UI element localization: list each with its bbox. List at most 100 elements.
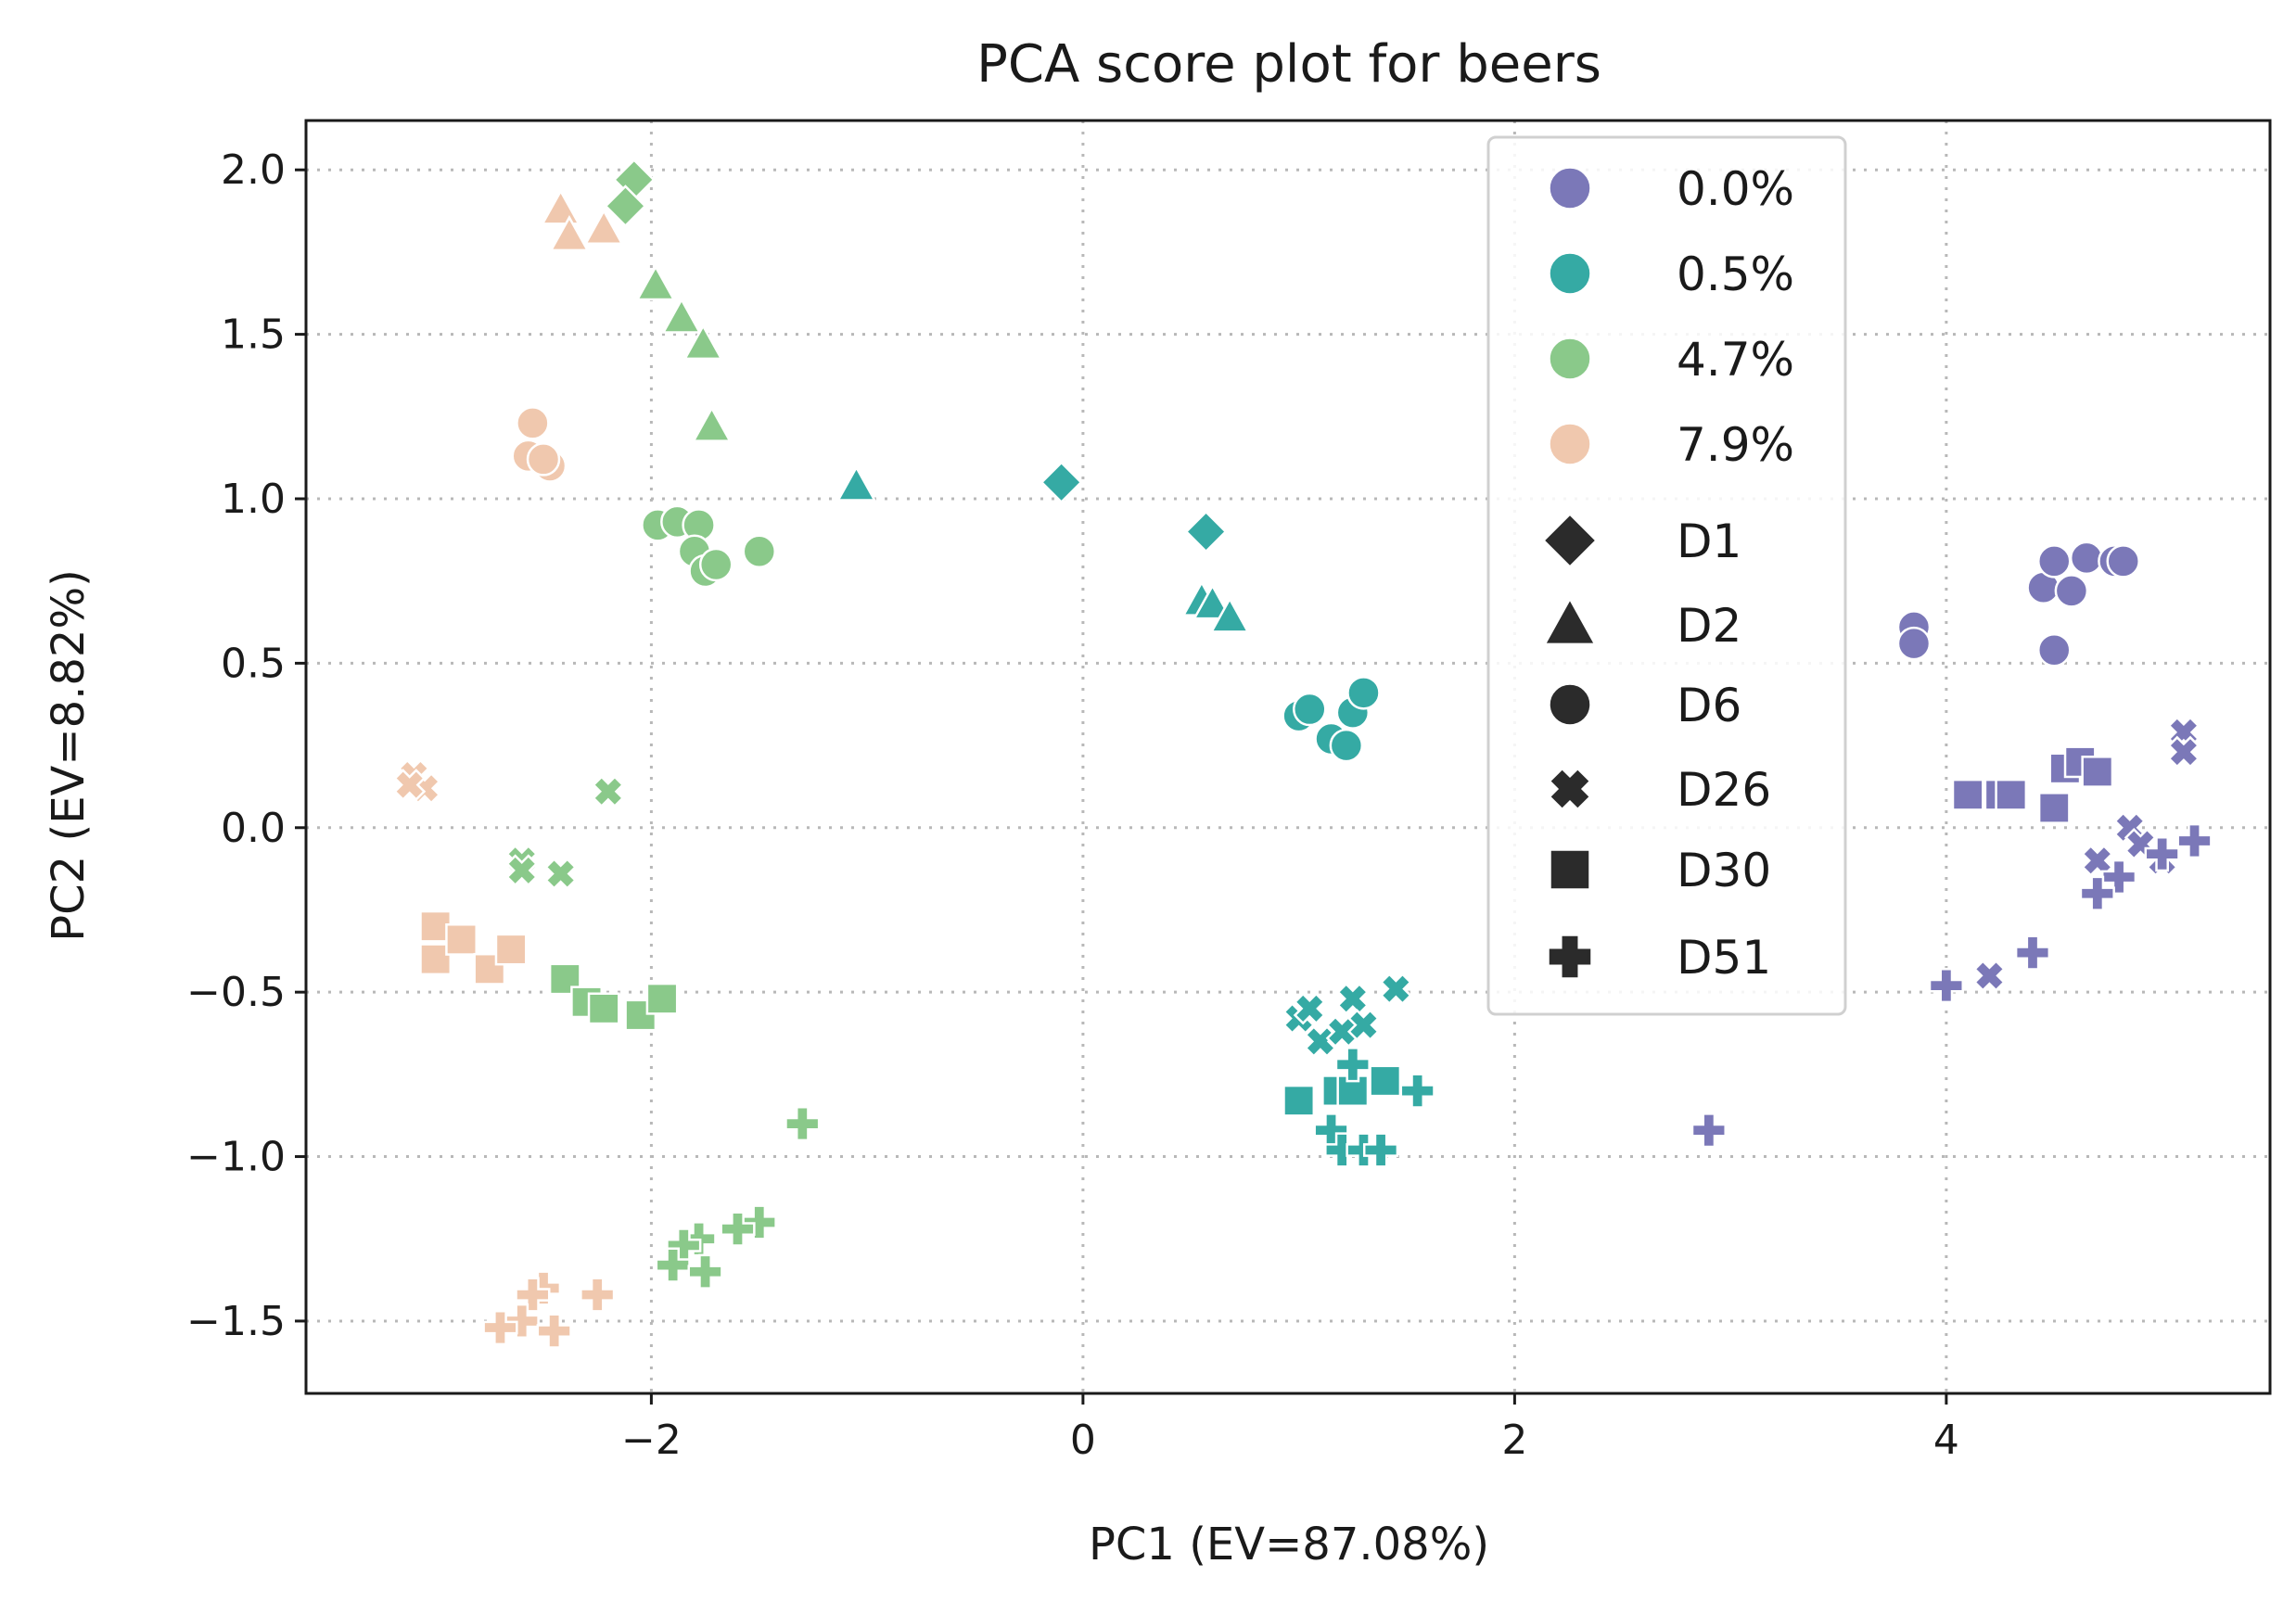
series-0-0pct-plus bbox=[1690, 822, 2213, 1149]
series-4-7pct-square bbox=[548, 962, 679, 1032]
data-point bbox=[1346, 676, 1381, 710]
data-point bbox=[1040, 461, 1083, 504]
data-point bbox=[587, 992, 620, 1025]
data-point bbox=[505, 854, 539, 887]
data-point bbox=[540, 188, 581, 225]
data-point bbox=[1346, 1009, 1380, 1042]
legend-marker bbox=[1550, 769, 1589, 808]
data-point bbox=[494, 933, 528, 966]
data-point bbox=[473, 952, 506, 985]
x-tick-label: −2 bbox=[621, 1417, 682, 1464]
y-tick-label: −0.5 bbox=[186, 969, 286, 1016]
axis-ticks: −2 0 2 4 −1.5 −1.0 −0.5 0.0 0.5 1.0 1.5 2.0 bbox=[186, 146, 1959, 1464]
data-point bbox=[1690, 1112, 1727, 1149]
data-point bbox=[592, 775, 625, 808]
data-point bbox=[1184, 510, 1228, 553]
data-point bbox=[835, 464, 877, 502]
data-point bbox=[2106, 544, 2140, 578]
data-point bbox=[784, 1105, 821, 1142]
data-point bbox=[687, 1253, 723, 1290]
data-point bbox=[2069, 540, 2104, 576]
data-point bbox=[1329, 728, 1364, 763]
data-point bbox=[1293, 992, 1326, 1025]
data-point bbox=[2167, 735, 2200, 769]
legend-marker bbox=[1550, 850, 1589, 889]
data-point bbox=[1896, 626, 1932, 661]
x-tick-label: 4 bbox=[1933, 1417, 1959, 1464]
data-point bbox=[2054, 574, 2089, 608]
x-tick-label: 2 bbox=[1501, 1417, 1527, 1464]
data-point bbox=[624, 998, 657, 1032]
x-tick-label: 0 bbox=[1070, 1417, 1096, 1464]
data-point bbox=[2176, 822, 2213, 859]
legend-marker bbox=[1546, 601, 1594, 643]
series-0-5pct-circle bbox=[1282, 676, 1381, 763]
y-tick-label: 1.0 bbox=[221, 476, 286, 523]
series-0-5pct-square bbox=[1282, 1064, 1402, 1117]
data-point bbox=[2037, 632, 2072, 668]
data-point bbox=[682, 324, 723, 361]
data-points bbox=[393, 158, 2213, 1349]
legend-marker bbox=[1549, 935, 1591, 978]
y-axis-title: PC2 (EV=8.82%) bbox=[43, 569, 95, 942]
data-point bbox=[1304, 1024, 1337, 1058]
y-tick-label: 0.0 bbox=[221, 805, 286, 852]
series-4-7pct-plus bbox=[655, 1105, 821, 1290]
legend-label: D6 bbox=[1677, 679, 1741, 732]
data-point bbox=[1995, 778, 2028, 811]
series-0-0pct-x bbox=[1972, 716, 2200, 992]
legend-marker bbox=[1550, 684, 1590, 725]
data-point bbox=[516, 406, 550, 440]
data-point bbox=[742, 534, 777, 569]
data-point bbox=[548, 962, 581, 996]
data-point bbox=[536, 1313, 572, 1349]
legend: 0.0% 0.5% 4.7% 7.9% D1 D2 D6 D26 D30 D51 bbox=[1486, 135, 1847, 1016]
series-4-7pct-x bbox=[505, 775, 625, 890]
legend-marker bbox=[1550, 424, 1590, 464]
series-0-5pct-x bbox=[1282, 973, 1412, 1058]
data-point bbox=[655, 1247, 691, 1283]
data-point bbox=[2144, 836, 2180, 872]
legend-marker bbox=[1550, 253, 1590, 294]
legend-label: 0.0% bbox=[1677, 162, 1794, 216]
data-point bbox=[482, 1309, 518, 1346]
grid-lines bbox=[306, 121, 2270, 1393]
series-4-7pct-triangle bbox=[635, 264, 733, 442]
series-7-9pct-triangle bbox=[540, 188, 624, 252]
data-point bbox=[635, 264, 676, 301]
data-point bbox=[393, 769, 427, 802]
data-point bbox=[583, 208, 624, 245]
y-tick-label: 2.0 bbox=[221, 146, 286, 194]
series-7-9pct-square bbox=[419, 909, 528, 985]
data-point bbox=[515, 1277, 551, 1313]
legend-label: D26 bbox=[1677, 763, 1771, 817]
data-point bbox=[580, 1277, 616, 1313]
legend-label: 4.7% bbox=[1677, 333, 1794, 387]
data-point bbox=[2081, 756, 2114, 788]
data-point bbox=[1192, 583, 1233, 620]
y-tick-label: −1.5 bbox=[186, 1298, 286, 1345]
data-point bbox=[549, 215, 590, 252]
y-tick-label: 1.5 bbox=[221, 312, 286, 359]
plot-frame bbox=[304, 119, 2272, 1395]
data-point bbox=[720, 1211, 756, 1247]
legend-label: 7.9% bbox=[1677, 418, 1794, 472]
series-0-5pct-triangle bbox=[835, 464, 1250, 633]
data-point bbox=[1379, 973, 1412, 1006]
series-0-0pct-square bbox=[1951, 745, 2114, 824]
series-7-9pct-circle bbox=[511, 406, 568, 483]
data-point bbox=[691, 405, 733, 442]
data-point bbox=[1972, 959, 2006, 992]
data-point bbox=[645, 982, 679, 1015]
data-point bbox=[1951, 778, 1984, 811]
data-point bbox=[1362, 1132, 1399, 1168]
data-point bbox=[661, 297, 702, 334]
data-point bbox=[2081, 844, 2114, 877]
data-point bbox=[544, 857, 578, 890]
series-0-5pct-diamond bbox=[1040, 461, 1228, 553]
data-point bbox=[2100, 858, 2137, 896]
data-point bbox=[698, 547, 733, 582]
series-0-0pct-circle bbox=[1896, 540, 2140, 668]
chart-title: PCA score plot for beers bbox=[976, 34, 1601, 95]
